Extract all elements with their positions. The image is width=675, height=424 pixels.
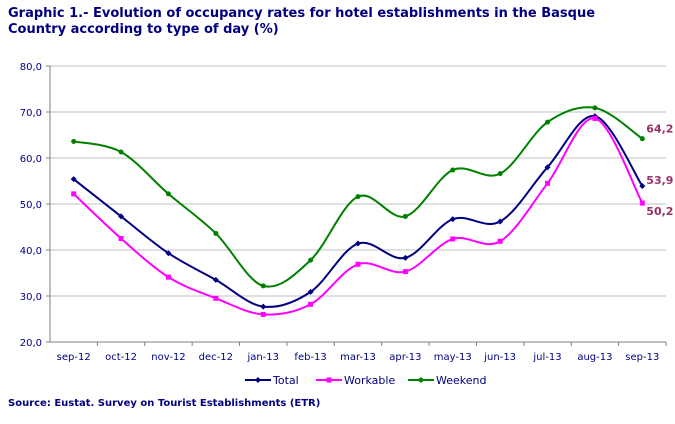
y-tick-label: 30,0 (20, 292, 42, 303)
x-tick-label: jun-13 (483, 352, 516, 363)
workable-point (592, 115, 598, 121)
workable-point (355, 261, 361, 267)
total-point (212, 276, 219, 283)
legend-weekend-marker (418, 377, 424, 383)
weekend-point (260, 283, 266, 289)
legend-workable-label: Workable (344, 374, 395, 387)
legend-total-marker (255, 377, 261, 383)
total-point (118, 213, 125, 220)
total-point (307, 288, 314, 295)
chart-title: Graphic 1.- Evolution of occupancy rates… (8, 6, 596, 37)
total-point (402, 254, 409, 261)
workable-point (497, 238, 503, 244)
legend-workable-marker (326, 377, 332, 383)
x-tick-label: nov-12 (151, 352, 185, 363)
legend-weekend-label: Weekend (436, 374, 486, 387)
total-end-label: 53,9 (646, 174, 673, 187)
workable-point (71, 191, 77, 197)
workable-point (260, 311, 266, 317)
weekend-point (592, 105, 598, 111)
total-line (73, 115, 644, 308)
weekend-point (545, 119, 551, 125)
total-point (544, 164, 551, 171)
y-tick-label: 40,0 (20, 246, 42, 257)
x-tick-label: feb-13 (294, 352, 326, 363)
weekend-point (639, 136, 645, 142)
total-point (497, 218, 504, 225)
weekend-point (497, 171, 503, 177)
total-point (639, 183, 646, 190)
weekend-end-label: 64,2 (646, 123, 673, 136)
x-tick-label: dec-12 (199, 352, 233, 363)
weekend-point (308, 257, 314, 263)
total-point (165, 250, 172, 257)
source-note: Source: Eustat. Survey on Tourist Establ… (8, 398, 321, 409)
workable-point (308, 301, 314, 307)
workable-point (450, 236, 456, 242)
weekend-point (355, 194, 361, 200)
y-tick-label: 70,0 (20, 108, 42, 119)
workable-end-label: 50,2 (646, 205, 673, 218)
total-point (70, 176, 77, 183)
x-tick-label: sep-13 (625, 352, 659, 363)
workable-point (402, 269, 408, 275)
weekend-point (118, 149, 124, 155)
workable-point (118, 236, 124, 241)
weekend-point (165, 191, 171, 197)
x-tick-label: aug-13 (577, 352, 612, 363)
workable-point (213, 295, 219, 301)
workable-point (639, 200, 645, 206)
x-tick-label: sep-12 (57, 352, 91, 363)
weekend-point (213, 230, 219, 236)
legend-total-label: Total (272, 374, 299, 387)
total-point (355, 240, 361, 247)
total-point (260, 303, 267, 310)
workable-point (545, 180, 551, 186)
y-tick-label: 50,0 (20, 200, 42, 211)
x-tick-label: may-13 (434, 352, 472, 363)
x-tick-label: jan-13 (246, 352, 279, 363)
total-point (449, 216, 456, 223)
workable-point (165, 274, 171, 280)
weekend-point (450, 167, 456, 173)
workable-line (73, 117, 644, 316)
x-tick-label: apr-13 (389, 352, 421, 363)
y-tick-label: 60,0 (20, 154, 42, 165)
weekend-point (71, 138, 77, 144)
weekend-point (402, 213, 408, 219)
x-tick-label: oct-12 (105, 352, 137, 363)
x-tick-label: jul-13 (532, 352, 561, 363)
x-tick-label: mar-13 (340, 352, 376, 363)
y-tick-label: 20,0 (20, 338, 42, 349)
y-tick-label: 80,0 (20, 62, 42, 73)
